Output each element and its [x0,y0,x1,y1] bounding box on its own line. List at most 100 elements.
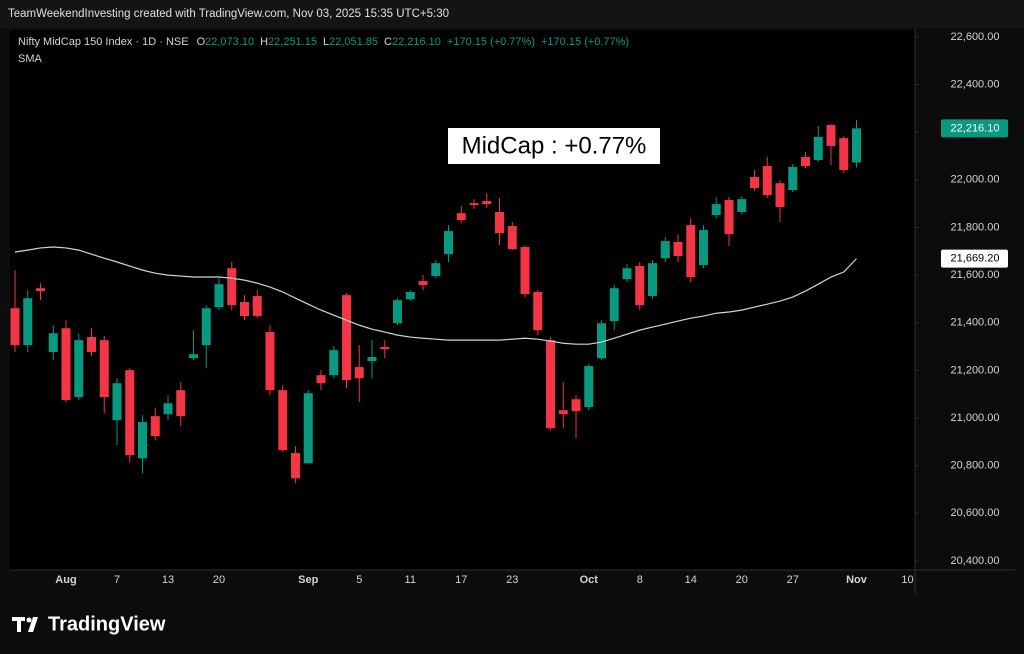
x-tick-label: 5 [356,574,362,586]
candle-body [329,350,339,376]
y-tick-label: 22,600.00 [951,31,1000,43]
legend-key: H [260,36,268,48]
legend-line: Nifty MidCap 150 Index · 1D · NSE O22,073… [18,36,629,48]
legend-change: +170.15 (+0.77%) [541,36,629,48]
candle-body [10,308,20,346]
candle-body [737,199,747,212]
sma-line [14,246,857,345]
candle-body [278,390,288,451]
header-strip [0,0,1024,28]
logo-part [17,617,21,632]
candle-body [342,295,351,381]
x-tick-label: Oct [580,574,599,586]
x-tick-label: 13 [162,574,174,586]
candle-body [788,166,798,191]
candle-body [431,263,441,277]
x-tick-label: 11 [405,574,416,586]
legend-symbol: Nifty MidCap 150 Index · 1D · NSE [18,36,189,48]
candle-body [201,308,211,346]
candle-body [316,375,326,384]
candle-body [138,422,147,459]
candle-body [380,347,390,350]
candle-body [826,125,836,147]
candle-body [176,390,186,417]
candle-body [571,399,581,412]
y-tick-label: 22,400.00 [951,78,1000,90]
x-tick-label: 10 [901,574,913,586]
candle-body [711,204,721,216]
sma-price-box [941,249,1008,268]
legend-change: +170.15 (+0.77%) [447,36,535,48]
candle-body [609,288,619,322]
y-tick-label: 21,400.00 [951,317,1000,329]
candle-body [303,393,313,464]
candle-body [291,453,300,479]
x-tick-label: 23 [506,574,518,586]
y-tick-label: 22,000.00 [951,174,1000,186]
candle-body [23,298,33,346]
candle-body [584,366,594,408]
candle-body [125,370,135,456]
candle-body [150,416,160,437]
y-tick-label: 20,800.00 [951,460,1000,472]
candle-body [74,340,84,398]
candle-body [87,337,96,353]
candle-body [533,292,543,331]
candle-body [214,284,224,308]
candle-body [354,367,364,379]
legend-key: C [384,36,392,48]
candle-body [558,410,568,415]
x-tick-label: Nov [846,574,868,586]
y-tick-label: 21,000.00 [951,412,1000,424]
candle-body [393,300,402,324]
x-tick-label: 7 [114,574,120,586]
candle-body [507,226,517,250]
last-price-label: 22,216.10 [951,122,1000,134]
last-price-box [941,119,1008,138]
x-tick-label: 27 [787,574,799,586]
x-tick-label: 17 [455,574,467,586]
candle-body [240,302,249,317]
annotation: MidCap : +0.77% [462,132,647,159]
x-tick-label: 8 [637,574,643,586]
candle-body [227,268,237,306]
candle-body [405,292,415,300]
candle-body [839,138,849,171]
candle-body [252,296,262,317]
candle-body [265,332,275,391]
candle-body [163,403,173,415]
candle-body [635,266,645,306]
legend-value: 22,216.10 [392,36,441,48]
candle-body [699,230,708,266]
candle-body [61,328,71,401]
plot-area [10,30,915,570]
legend: Nifty MidCap 150 Index · 1D · NSE O22,073… [18,36,629,48]
candle-body [367,357,377,362]
candle-body [852,128,861,163]
logo-part [26,617,32,623]
plot [10,120,861,484]
legend-value: 22,051.85 [329,36,378,48]
y-tick-label: 21,600.00 [951,269,1000,281]
x-tick-label: Aug [55,574,76,586]
candle-body [724,200,734,235]
candle-body [456,213,466,221]
x-tick-label: 20 [213,574,225,586]
candle-body [99,340,109,398]
legend-value: 22,251.15 [268,36,317,48]
candle-body [418,281,428,286]
y-tick-label: 20,400.00 [951,555,1000,567]
legend-key: O [197,36,206,48]
candle-body [482,201,492,205]
x-tick-label: Sep [298,574,318,586]
candle-body [775,183,785,207]
legend-key: L [323,36,329,48]
brand-logo [12,617,38,632]
candle-body [813,136,823,161]
candle-body [520,247,530,295]
candle-body [750,176,759,189]
legend-value: 22,073.10 [205,36,254,48]
candle-body [36,288,45,292]
